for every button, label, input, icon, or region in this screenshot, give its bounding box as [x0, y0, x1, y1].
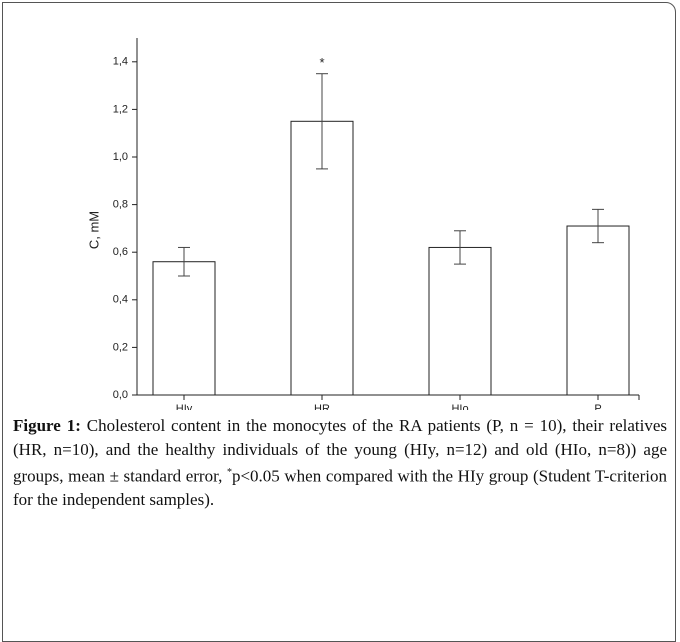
- caption-text: Cholesterol content in the monocytes of …: [13, 416, 667, 486]
- x-tick-label: HIy: [176, 403, 193, 410]
- caption-sup: *: [226, 467, 232, 478]
- y-tick-label: 1,4: [113, 56, 128, 68]
- x-tick-label: P: [594, 403, 601, 410]
- x-tick-label: HR: [314, 403, 330, 410]
- chart: C, mM 0,0 0,2 0,4 0,6 0,8 1,0 1,2 1,4 HIy HR HIo P *: [86, 38, 640, 410]
- bar: [566, 225, 630, 396]
- caption-label: Figure 1:: [13, 416, 81, 435]
- caption: Figure 1: Cholesterol content in the mon…: [13, 414, 667, 512]
- y-tick-label: 1,2: [113, 103, 128, 115]
- y-tick-label: 1,0: [113, 151, 128, 163]
- bar: [428, 246, 492, 396]
- caption-text: p<0.05 when compared with the HIy group …: [13, 466, 667, 510]
- y-tick-label: 0,4: [113, 294, 128, 306]
- y-tick-label: 0,0: [113, 389, 128, 401]
- annotation: *: [319, 55, 324, 70]
- y-axis-label: C, mM: [86, 211, 101, 249]
- y-tick-label: 0,6: [113, 246, 128, 258]
- y-tick-label: 0,2: [113, 341, 128, 353]
- bar: [152, 261, 216, 396]
- y-tick-label: 0,8: [113, 199, 128, 211]
- x-tick-label: HIo: [451, 403, 468, 410]
